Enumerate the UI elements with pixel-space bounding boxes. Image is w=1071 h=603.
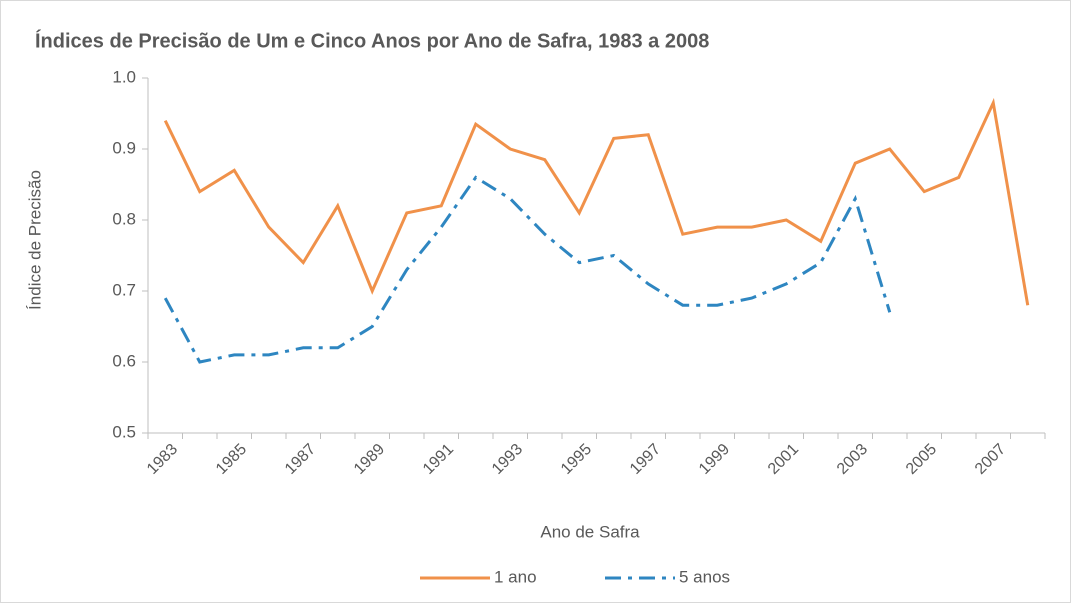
y-tick-label: 0.9 [112, 138, 136, 157]
y-tick-label: 0.5 [112, 422, 136, 441]
y-tick-label: 0.6 [112, 351, 136, 370]
y-axis-label: Índice de Precisão [25, 170, 44, 310]
x-axis-label: Ano de Safra [540, 522, 640, 541]
series-line [163, 175, 892, 364]
y-tick-label: 0.7 [112, 280, 136, 299]
legend-label: 5 anos [679, 567, 730, 586]
legend-label: 1 ano [494, 567, 537, 586]
y-tick-label: 1.0 [112, 67, 136, 86]
y-tick-label: 0.8 [112, 209, 136, 228]
chart-title: Índices de Precisão de Um e Cinco Anos p… [35, 29, 709, 52]
series-line [163, 97, 1030, 306]
